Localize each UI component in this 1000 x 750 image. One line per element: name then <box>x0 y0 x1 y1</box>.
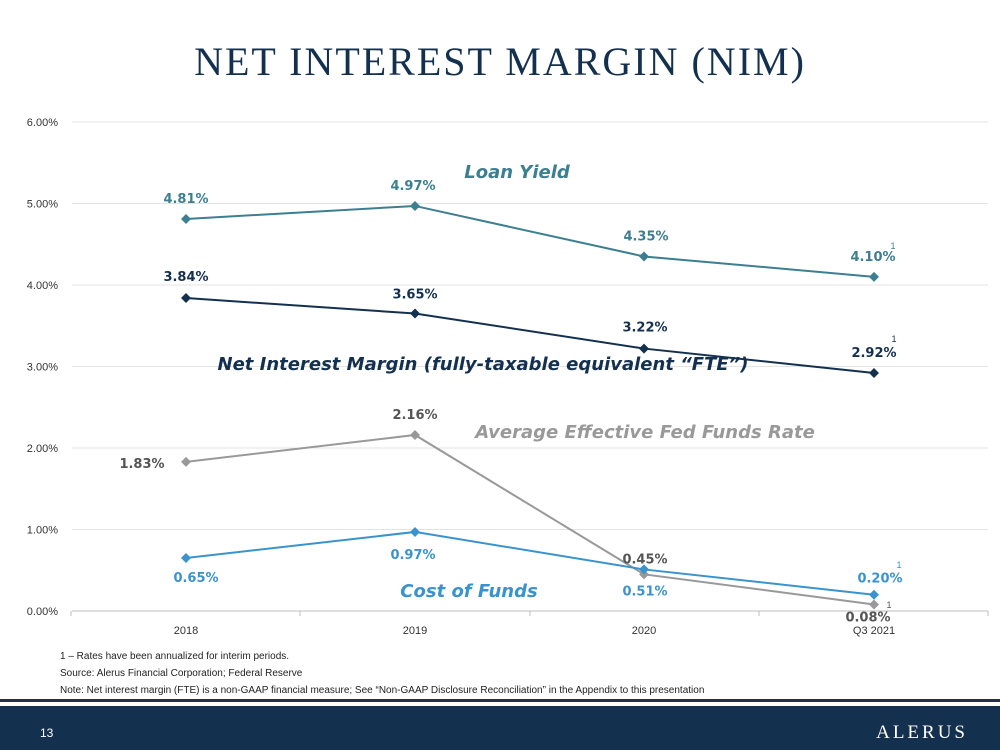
data-label: 0.65% <box>173 571 218 586</box>
y-tick-label: 4.00% <box>27 280 58 292</box>
data-label: 4.10% <box>850 250 895 265</box>
data-label: 2.16% <box>392 408 437 423</box>
data-point <box>869 271 879 282</box>
data-point <box>639 564 649 575</box>
footnote-marker: 1 <box>896 560 901 570</box>
footer-bar: 13 ALERUS <box>0 706 1000 750</box>
series-name-annotation: Average Effective Fed Funds Rate <box>473 422 815 443</box>
page-title: NET INTEREST MARGIN (NIM) <box>194 39 806 84</box>
data-label: 1.83% <box>119 457 164 472</box>
y-tick-label: 2.00% <box>27 443 58 455</box>
x-tick-label: Q3 2021 <box>853 625 895 637</box>
data-point <box>181 213 191 224</box>
data-label: 2.92% <box>851 346 896 361</box>
x-tick-label: 2020 <box>632 625 656 637</box>
y-tick-label: 5.00% <box>27 199 58 211</box>
data-point <box>639 251 649 262</box>
data-label: 4.81% <box>163 192 208 207</box>
x-tick-label: 2018 <box>174 625 198 637</box>
data-point <box>869 599 879 610</box>
data-label: 0.51% <box>622 584 667 599</box>
series-name-annotation: Net Interest Margin (fully-taxable equiv… <box>218 354 749 375</box>
footnote-marker: 1 <box>891 334 896 344</box>
data-point <box>181 553 191 564</box>
line-chart: 0.00% 1.00% 2.00% 3.00% 4.00% 5.00% 6.00% 2018 2… <box>27 117 989 637</box>
series-line-0 <box>185 204 875 278</box>
data-point <box>410 526 420 537</box>
data-label: 0.08% <box>845 610 890 625</box>
footer-divider <box>0 699 1000 702</box>
x-tick-label: 2019 <box>403 625 427 637</box>
footnote-marker: 1 <box>886 600 891 610</box>
data-label: 0.20% <box>857 572 902 587</box>
data-point <box>181 293 191 304</box>
series-name-annotation: Cost of Funds <box>400 581 538 602</box>
data-label: 0.45% <box>622 552 667 567</box>
data-point <box>869 368 879 379</box>
data-label: 3.22% <box>622 321 667 336</box>
data-point <box>410 308 420 319</box>
series-line-2 <box>185 433 875 606</box>
footnote-source: Source: Alerus Financial Corporation; Fe… <box>60 668 303 679</box>
data-point <box>639 343 649 354</box>
data-label: 3.65% <box>392 288 437 303</box>
data-point <box>410 200 420 211</box>
data-label: 4.97% <box>390 179 435 194</box>
y-tick-label: 1.00% <box>27 525 58 537</box>
data-point <box>410 429 420 440</box>
y-tick-label: 6.00% <box>27 117 58 129</box>
footnote-marker: 1 <box>890 241 895 251</box>
footnote-non-gaap: Note: Net interest margin (FTE) is a non… <box>60 685 705 696</box>
series-line-1 <box>185 297 875 375</box>
y-tick-label: 3.00% <box>27 362 58 374</box>
data-label: 0.97% <box>390 548 435 563</box>
series-name-annotation: Loan Yield <box>464 162 571 183</box>
series-line-3 <box>185 530 875 596</box>
footnotes: 1 – Rates have been annualized for inter… <box>60 648 704 699</box>
alerus-logo: ALERUS <box>876 722 968 743</box>
data-label: 3.84% <box>163 270 208 285</box>
data-point <box>181 456 191 467</box>
data-label: 4.35% <box>623 229 668 244</box>
y-tick-label: 0.00% <box>27 606 58 618</box>
data-point <box>869 589 879 600</box>
page-number: 13 <box>40 726 54 740</box>
footnote-annualized: 1 – Rates have been annualized for inter… <box>60 651 290 662</box>
